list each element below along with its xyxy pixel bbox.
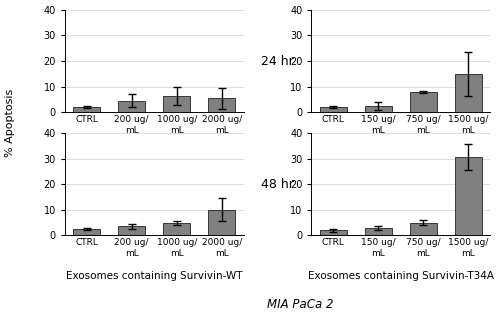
Bar — [455, 157, 482, 235]
Bar — [164, 96, 190, 112]
Bar — [118, 227, 146, 235]
Bar — [410, 223, 437, 235]
Bar — [364, 228, 392, 235]
Text: Exosomes containing Survivin-T34A: Exosomes containing Survivin-T34A — [308, 271, 494, 281]
Bar — [410, 92, 437, 112]
Text: MIA PaCa 2: MIA PaCa 2 — [267, 298, 333, 311]
Bar — [73, 229, 100, 235]
Text: 48 hr: 48 hr — [261, 178, 294, 191]
Text: 24 hr: 24 hr — [261, 55, 294, 68]
Bar — [364, 106, 392, 112]
Bar — [208, 210, 236, 235]
Bar — [320, 230, 346, 235]
Bar — [73, 107, 100, 112]
Bar — [455, 74, 482, 112]
Bar — [208, 98, 236, 112]
Bar — [164, 223, 190, 235]
Text: Exosomes containing Survivin-WT: Exosomes containing Survivin-WT — [66, 271, 242, 281]
Bar — [320, 107, 346, 112]
Bar — [118, 101, 146, 112]
Text: % Apoptosis: % Apoptosis — [5, 89, 15, 157]
